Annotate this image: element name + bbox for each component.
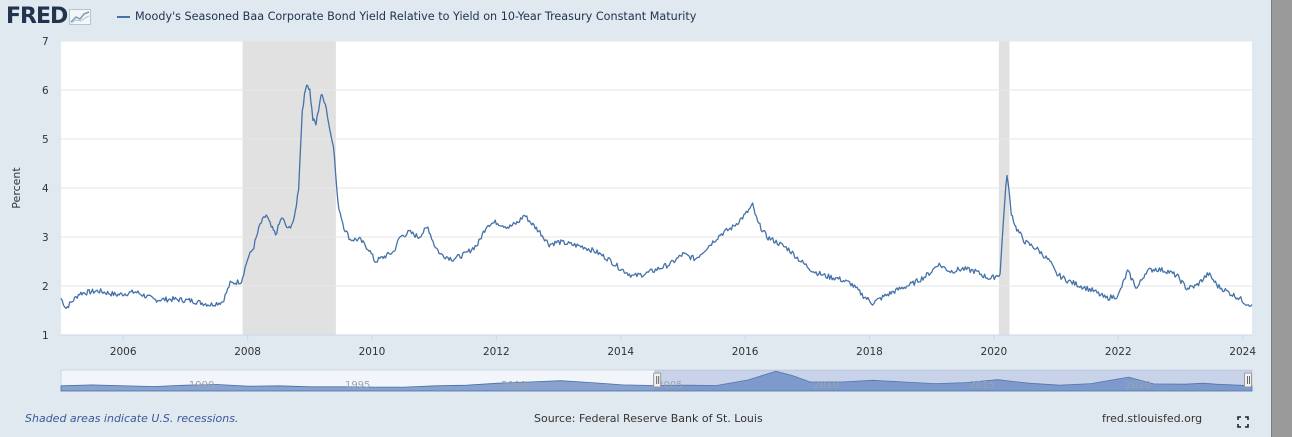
fred-logo-text: FRED xyxy=(6,4,68,29)
fred-logo[interactable]: FRED xyxy=(6,4,92,29)
y-tick-label: 7 xyxy=(42,36,49,48)
x-tick-label: 2024 xyxy=(1229,346,1256,358)
navigator-tick-label: 2010 xyxy=(813,380,838,391)
fullscreen-icon[interactable] xyxy=(1237,416,1249,428)
navigator-tick-label: 1990 xyxy=(189,380,214,391)
y-tick-label: 6 xyxy=(42,85,49,97)
navigator-tick-label: 1995 xyxy=(345,380,370,391)
x-tick-label: 2020 xyxy=(981,346,1008,358)
x-tick-label: 2012 xyxy=(483,346,510,358)
y-tick-label: 4 xyxy=(42,183,49,195)
site-link[interactable]: fred.stlouisfed.org xyxy=(1102,412,1203,425)
y-tick-label: 3 xyxy=(42,232,49,244)
line-chart: 1 2 3 4 5 6 7 2006 2008 2010 2012 2014 2016 2018 2020 2… xyxy=(10,36,1256,392)
y-axis-label: Percent xyxy=(10,167,23,209)
scrollbar[interactable] xyxy=(1271,0,1292,437)
legend-line-swatch xyxy=(117,15,130,18)
x-tick-label: 2008 xyxy=(234,346,261,358)
y-tick-label: 2 xyxy=(42,281,49,293)
y-tick-label: 5 xyxy=(42,134,49,146)
x-tick-label: 2014 xyxy=(607,346,634,358)
y-tick-label: 1 xyxy=(42,330,49,342)
x-tick-label: 2010 xyxy=(359,346,386,358)
range-navigator[interactable]: 1990 1995 2000 2005 2010 2015 2020 xyxy=(60,369,1253,392)
x-tick-label: 2018 xyxy=(856,346,883,358)
fred-chart-icon xyxy=(69,8,92,25)
x-tick-label: 2016 xyxy=(732,346,759,358)
navigator-tick-label: 2015 xyxy=(969,380,994,391)
x-tick-label: 2022 xyxy=(1105,346,1132,358)
navigator-selection xyxy=(654,370,1252,391)
legend-series-title: Moody's Seasoned Baa Corporate Bond Yiel… xyxy=(135,10,697,23)
chart-legend: Moody's Seasoned Baa Corporate Bond Yiel… xyxy=(117,10,696,23)
navigator-tick-label: 2005 xyxy=(657,380,682,391)
navigator-tick-label: 2000 xyxy=(501,380,526,391)
source-credit: Source: Federal Reserve Bank of St. Loui… xyxy=(534,412,763,425)
navigator-tick-label: 2020 xyxy=(1125,380,1150,391)
x-tick-label: 2006 xyxy=(110,346,137,358)
series-line xyxy=(60,84,1253,310)
navigator-area xyxy=(60,370,1253,392)
recession-note: Shaded areas indicate U.S. recessions. xyxy=(25,412,239,425)
